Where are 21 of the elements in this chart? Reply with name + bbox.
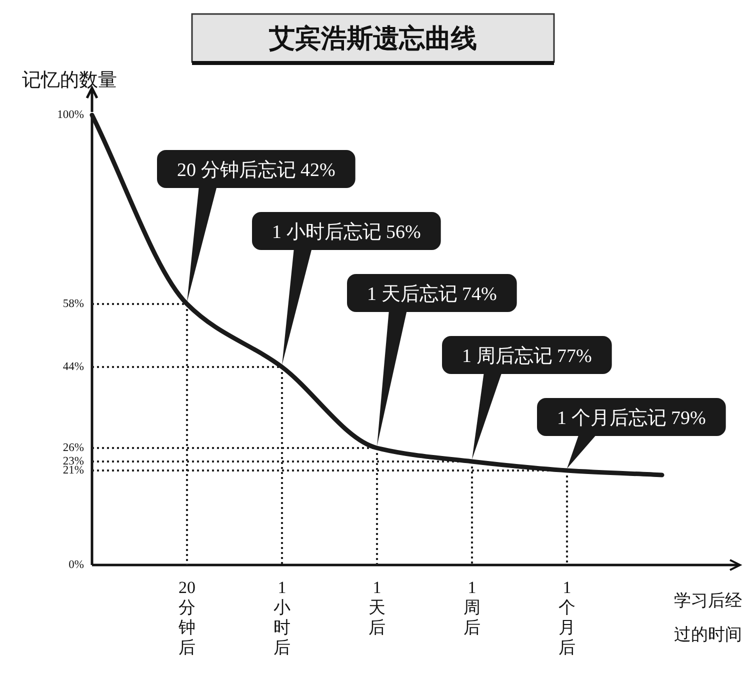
y-tick-label: 26% — [62, 442, 84, 454]
y-tick-label: 100% — [57, 109, 84, 121]
y-tick-label: 0% — [68, 559, 84, 571]
x-tick-label: 1天后 — [368, 578, 386, 637]
annotation: 1 天后忘记 74% — [367, 283, 497, 305]
title: 艾宾浩斯遗忘曲线 — [191, 13, 555, 65]
annotation: 20 分钟后忘记 42% — [177, 159, 336, 181]
x-tick-label: 1周后 — [464, 578, 480, 637]
y-tick-label: 21% — [62, 464, 84, 476]
x-tick-label: 1小时后 — [274, 578, 290, 657]
x-tick-label: 1个月后 — [558, 578, 576, 657]
x-tick-label: 20分钟后 — [178, 578, 196, 657]
y-axis-title: 记忆的数量 — [22, 70, 117, 91]
annotation: 1 个月后忘记 79% — [557, 407, 706, 429]
callout: 1 个月后忘记 79% — [537, 398, 726, 468]
y-tick-label: 44% — [62, 361, 84, 373]
y-tick-label: 58% — [62, 298, 84, 310]
x-axis-title: 学习后经过的时间 — [674, 591, 742, 644]
annotation: 1 周后忘记 77% — [462, 345, 592, 367]
chart-title: 艾宾浩斯遗忘曲线 — [268, 24, 477, 53]
annotation: 1 小时后忘记 56% — [272, 221, 421, 243]
